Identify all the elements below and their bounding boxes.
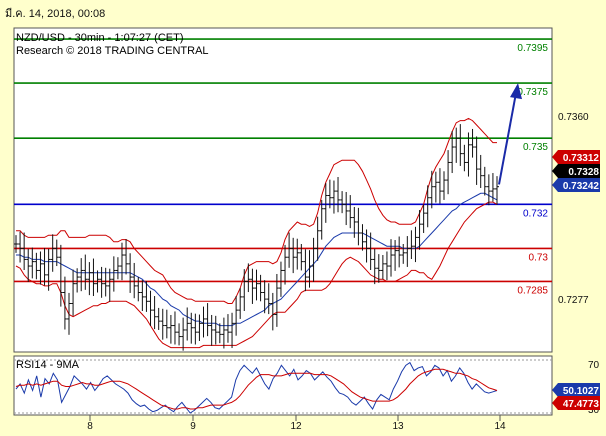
- level-label: 0.7285: [517, 285, 548, 296]
- chart-title: NZD/USD - 30min - 1:07:27 (CET): [16, 32, 183, 44]
- price-badges: 0.73312 0.7328 0.73242: [552, 150, 600, 192]
- time-tick-label: 8: [87, 421, 93, 432]
- level-label: 0.7375: [517, 87, 548, 98]
- price-tick-label: 0.7360: [558, 112, 589, 123]
- forecast-arrow-shaft: [498, 92, 517, 185]
- level-lines: 0.7395 0.7375 0.735 0.732 0.73 0.7285: [14, 38, 552, 296]
- rsi-ma-line: [15, 368, 498, 410]
- forecast-arrow: [498, 83, 522, 185]
- price-tick-label: 0.7277: [558, 295, 589, 306]
- price-badge-label: 0.7328: [568, 167, 599, 178]
- time-axis: 8 9 12 13 14: [87, 415, 506, 432]
- timestamp-label: มี.ค. 14, 2018, 00:08: [5, 8, 106, 20]
- price-bars: [14, 124, 499, 351]
- price-badge-label: 0.73242: [563, 181, 600, 192]
- rsi-badge: [552, 383, 600, 397]
- moving-average-line: [16, 192, 498, 327]
- rsi-panel-frame: [13, 355, 553, 416]
- chart-subtitle: Research © 2018 TRADING CENTRAL: [16, 45, 209, 57]
- time-tick-label: 14: [494, 421, 506, 432]
- rsi-line: [15, 361, 498, 414]
- time-tick-label: 12: [290, 421, 302, 432]
- level-label: 0.732: [523, 208, 548, 219]
- rsi-badge-label: 47.4773: [563, 399, 600, 410]
- price-axis: 0.7360 0.7277: [558, 112, 589, 306]
- rsi-title: RSI14 - 9MA: [16, 359, 80, 371]
- level-label: 0.735: [523, 142, 548, 153]
- time-tick-label: 9: [190, 421, 196, 432]
- price-panel-frame: [13, 27, 553, 353]
- rsi-badge: [552, 396, 600, 410]
- bollinger-bands: [15, 117, 498, 349]
- price-badge: [552, 150, 600, 164]
- rsi-axis: 70 30 50.1027 47.4773: [552, 360, 600, 416]
- time-tick-label: 13: [392, 421, 404, 432]
- rsi-tick-label: 70: [588, 360, 600, 371]
- level-label: 0.73: [529, 252, 549, 263]
- level-label: 0.7395: [517, 43, 548, 54]
- forecast-arrow-head: [510, 83, 522, 100]
- price-badge: [552, 178, 600, 192]
- rsi-tick-label: 30: [588, 405, 600, 416]
- price-badge-label: 0.73312: [563, 153, 600, 164]
- rsi-badge-label: 50.1027: [563, 386, 600, 397]
- price-badge: [552, 164, 600, 178]
- rsi-lines: [15, 361, 498, 414]
- bollinger-upper-line: [16, 117, 497, 304]
- bollinger-lower-line: [15, 201, 498, 349]
